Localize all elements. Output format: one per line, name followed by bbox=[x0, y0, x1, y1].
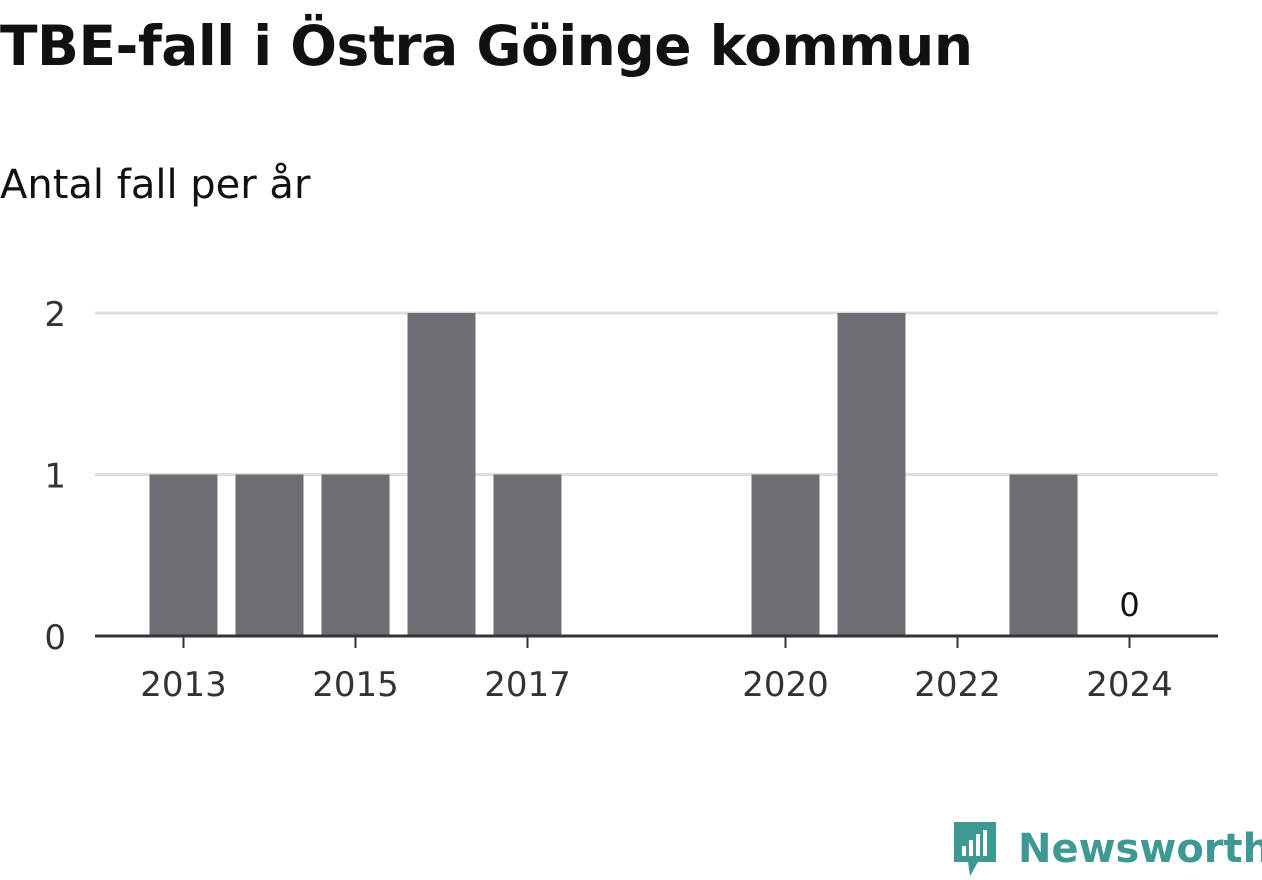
brand-name: Newsworthy bbox=[1018, 826, 1262, 872]
bar-2017 bbox=[493, 474, 562, 636]
x-tick-label: 2020 bbox=[742, 665, 829, 705]
y-tick-label: 1 bbox=[44, 457, 66, 497]
axes bbox=[95, 634, 1218, 648]
bar-2016 bbox=[407, 313, 476, 636]
bar-2015 bbox=[321, 474, 390, 636]
y-tick-label: 0 bbox=[44, 618, 66, 658]
x-tick-label: 2017 bbox=[484, 665, 571, 705]
x-tick-label: 2024 bbox=[1086, 665, 1173, 705]
tick-labels: 0 1 2 2013 2015 2017 2020 2022 2024 0 bbox=[44, 295, 1172, 705]
brand: Newsworthy bbox=[950, 818, 1262, 880]
chart-title: TBE-fall i Östra Göinge kommun bbox=[0, 14, 973, 78]
bar-2013 bbox=[149, 474, 218, 636]
x-tick-label: 2013 bbox=[140, 665, 227, 705]
x-tick-label: 2015 bbox=[312, 665, 399, 705]
bar-2014 bbox=[235, 474, 304, 636]
bar-2023 bbox=[1009, 474, 1078, 636]
bars bbox=[149, 313, 1078, 636]
newsworthy-logo-icon bbox=[954, 822, 996, 876]
chart-subtitle: Antal fall per år bbox=[0, 162, 311, 208]
bar-2020 bbox=[751, 474, 820, 636]
x-tick-label: 2022 bbox=[914, 665, 1001, 705]
y-tick-label: 2 bbox=[44, 295, 66, 335]
gridlines bbox=[95, 311, 1218, 476]
data-label-2024: 0 bbox=[1119, 586, 1139, 624]
bar-2021 bbox=[837, 313, 906, 636]
